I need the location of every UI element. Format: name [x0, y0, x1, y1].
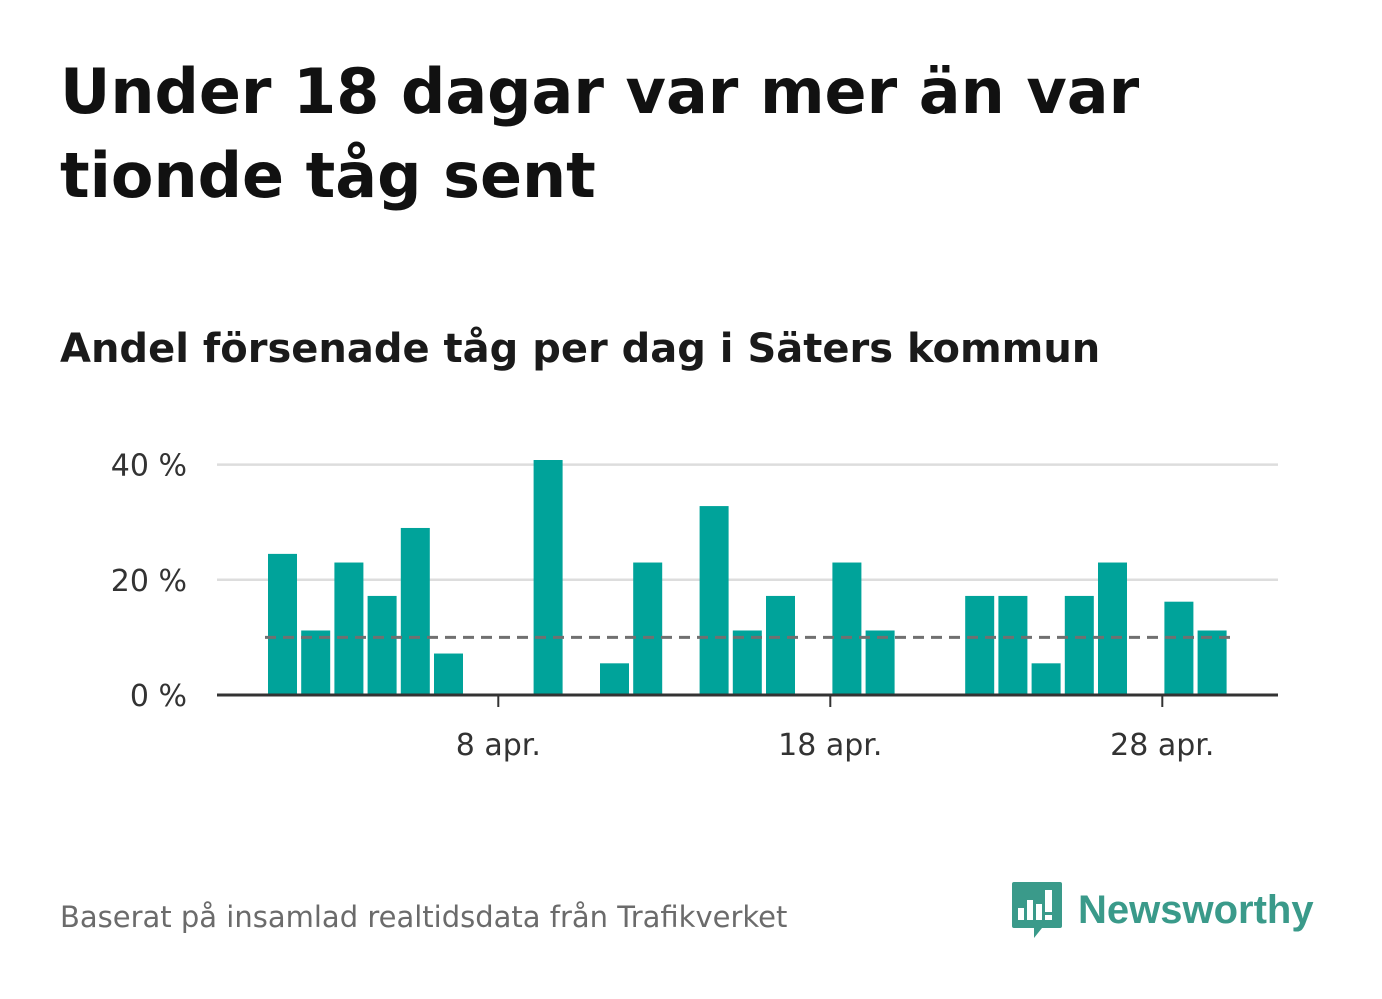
y-tick-label: 0 %: [130, 679, 187, 714]
bar: [533, 460, 563, 695]
bar: [766, 595, 795, 695]
brand-name: Newsworthy: [1078, 887, 1314, 932]
bar: [699, 506, 729, 695]
bar: [965, 595, 995, 695]
x-tick-label: 8 apr.: [456, 728, 541, 763]
y-tick-label: 20 %: [111, 564, 187, 599]
bar: [1031, 663, 1061, 695]
bar: [1164, 601, 1194, 695]
bar: [334, 562, 364, 695]
newsworthy-logo-icon: [1012, 882, 1062, 938]
bar: [268, 553, 297, 695]
y-tick-label: 40 %: [111, 449, 187, 484]
bar: [400, 527, 430, 695]
bar: [732, 630, 762, 695]
bar-chart: 8 apr. 18 apr. 28 apr. 0 % 20 % 40 %: [111, 449, 1278, 763]
bar: [1064, 595, 1094, 695]
bar: [1098, 562, 1127, 695]
tick-labels: 8 apr. 18 apr. 28 apr. 0 % 20 % 40 %: [111, 449, 1215, 763]
bar: [1197, 630, 1227, 695]
bar: [633, 562, 663, 695]
bar: [367, 595, 397, 695]
x-tick-label: 18 apr.: [778, 728, 882, 763]
bar: [600, 663, 629, 695]
source-note: Baserat på insamlad realtidsdata från Tr…: [60, 900, 788, 934]
x-tick-label: 28 apr.: [1110, 728, 1214, 763]
bars: [268, 460, 1227, 695]
bar: [832, 562, 862, 695]
brand-logo: Newsworthy: [1010, 878, 1314, 942]
bar: [998, 595, 1028, 695]
chart-headline: Under 18 dagar var mer än var tionde tåg…: [60, 55, 1140, 212]
bar: [301, 630, 331, 695]
chart-subtitle: Andel försenade tåg per dag i Säters kom…: [60, 326, 1101, 372]
bar: [865, 630, 895, 695]
bar: [434, 653, 463, 695]
x-axis: [217, 693, 1278, 707]
